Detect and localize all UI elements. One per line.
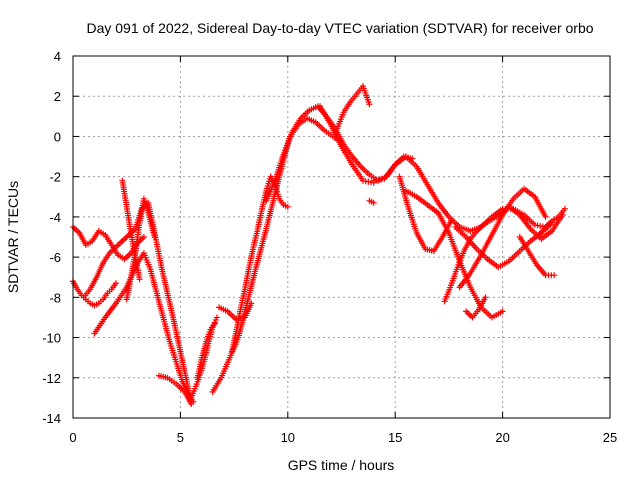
y-tick-label: -2 bbox=[49, 170, 61, 185]
chart-title: Day 091 of 2022, Sidereal Day-to-day VTE… bbox=[86, 20, 593, 36]
plot-frame bbox=[72, 55, 611, 419]
data-point bbox=[151, 234, 158, 240]
data-point bbox=[542, 213, 549, 220]
data-points bbox=[70, 83, 568, 407]
x-tick-label: 10 bbox=[281, 430, 295, 445]
data-point bbox=[499, 308, 506, 315]
y-tick-label: -4 bbox=[49, 210, 61, 225]
data-point bbox=[188, 400, 195, 407]
x-tick-label: 0 bbox=[69, 430, 76, 445]
y-tick-label: 4 bbox=[54, 49, 61, 64]
data-point bbox=[112, 280, 119, 287]
x-tick-label: 20 bbox=[495, 430, 509, 445]
data-point bbox=[551, 272, 558, 279]
data-point bbox=[211, 320, 218, 327]
data-point bbox=[248, 300, 255, 307]
y-tick-label: -12 bbox=[42, 371, 61, 386]
x-tick-label: 15 bbox=[388, 430, 402, 445]
x-tick-label: 5 bbox=[177, 430, 184, 445]
y-tick-label: -14 bbox=[42, 411, 61, 426]
y-tick-label: 2 bbox=[54, 89, 61, 104]
x-tick-label: 25 bbox=[603, 430, 617, 445]
data-point bbox=[284, 203, 291, 210]
data-point bbox=[561, 205, 568, 212]
x-axis-label: GPS time / hours bbox=[288, 457, 395, 473]
y-tick-label: 0 bbox=[54, 129, 61, 144]
data-point bbox=[213, 314, 220, 321]
y-tick-label: -10 bbox=[42, 331, 61, 346]
y-axis-label: SDTVAR / TECUs bbox=[5, 181, 21, 293]
data-point bbox=[482, 294, 489, 301]
y-tick-label: -8 bbox=[49, 290, 61, 305]
data-point bbox=[136, 276, 143, 283]
data-point bbox=[448, 217, 455, 224]
data-point bbox=[140, 234, 147, 240]
data-point bbox=[366, 101, 373, 108]
y-tick-label: -6 bbox=[49, 250, 61, 265]
data-point bbox=[370, 199, 377, 206]
